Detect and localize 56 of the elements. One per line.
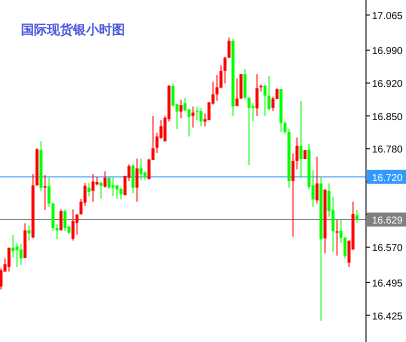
y-tick-label: 16.780	[372, 144, 404, 156]
candlestick	[256, 74, 258, 116]
candlestick	[64, 208, 66, 232]
y-tick-label: 16.920	[372, 79, 404, 90]
candlestick	[268, 76, 270, 111]
ref-line-label: 16.720	[372, 172, 404, 184]
y-tick-label: 16.425	[372, 311, 404, 322]
candlestick	[76, 214, 78, 236]
candlestick	[20, 243, 22, 266]
candlestick	[180, 99, 182, 119]
candlestick	[292, 152, 294, 238]
candlestick	[200, 108, 202, 127]
candlestick	[228, 37, 230, 59]
candlestick	[296, 136, 298, 170]
candlestick	[300, 100, 302, 178]
candlestick	[16, 242, 18, 268]
candlestick	[116, 184, 118, 200]
candlestick	[136, 158, 138, 202]
candlestick	[356, 210, 358, 224]
ref-line-label: 16.629	[372, 216, 404, 227]
candlestick	[216, 74, 218, 102]
candlestick	[28, 225, 30, 242]
candlestick	[220, 64, 222, 89]
y-tick-label: 16.495	[372, 278, 404, 290]
candlestick	[316, 156, 318, 204]
text: 国际现货银小时图	[21, 22, 125, 37]
candlestick	[60, 208, 62, 231]
candlestick	[224, 56, 226, 84]
y-tick-label: 16.570	[372, 243, 404, 254]
candlestick	[72, 208, 74, 242]
candlestick	[344, 236, 346, 259]
candlestick	[236, 78, 238, 107]
candlestick	[100, 181, 102, 199]
candlestick	[196, 106, 198, 121]
candlestick	[8, 247, 10, 272]
candlestick	[44, 174, 46, 211]
y-tick-label: 16.850	[372, 112, 404, 123]
candlestick	[104, 170, 106, 188]
candlestick	[264, 84, 266, 116]
candlestick	[120, 187, 122, 200]
candlestick	[0, 268, 2, 290]
candlestick	[48, 177, 50, 208]
candlestick	[284, 121, 286, 135]
y-tick-label: 16.990	[372, 46, 404, 58]
candlestick	[244, 68, 246, 100]
candlestick	[108, 176, 110, 190]
candlestick	[140, 158, 142, 181]
candlestick	[248, 97, 250, 166]
candlestick	[132, 164, 134, 194]
candlestick	[12, 234, 14, 258]
y-tick-label: 17.065	[372, 11, 404, 22]
candlestick	[192, 106, 194, 128]
candlestick	[92, 174, 94, 202]
candlestick	[56, 224, 58, 240]
candlestick	[340, 220, 342, 244]
candlestick	[88, 182, 90, 198]
